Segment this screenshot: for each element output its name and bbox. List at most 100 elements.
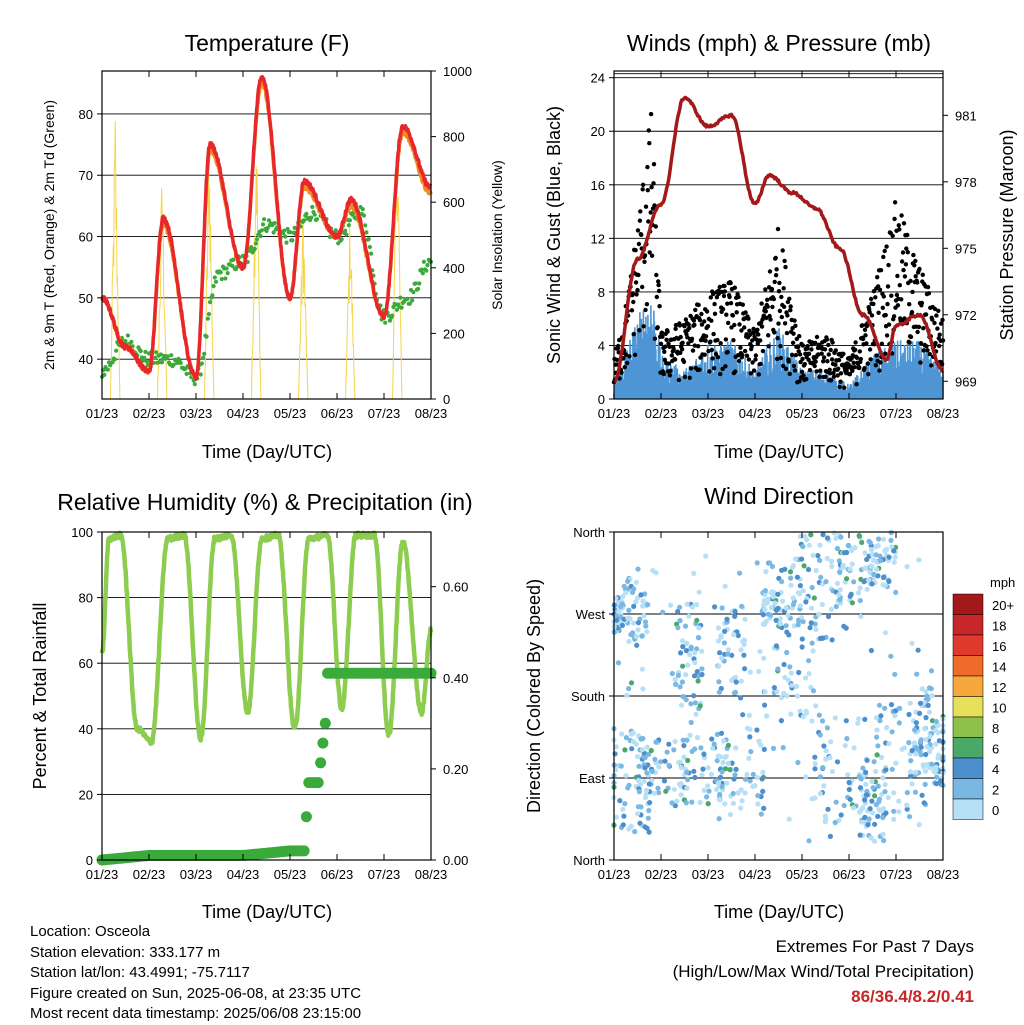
direction-point	[938, 778, 944, 784]
direction-point	[693, 711, 699, 717]
direction-point	[732, 772, 738, 778]
dewpoint-point	[159, 360, 164, 365]
gust-point	[774, 356, 780, 362]
direction-point	[847, 566, 853, 572]
gust-point	[726, 320, 731, 326]
direction-point	[810, 648, 816, 654]
direction-point	[733, 766, 739, 773]
gust-point	[689, 336, 695, 341]
direction-point	[838, 812, 844, 818]
direction-point	[909, 781, 915, 787]
direction-point	[876, 702, 883, 708]
gust-point	[668, 368, 673, 373]
direction-point	[677, 684, 683, 690]
direction-point	[754, 727, 760, 733]
direction-point	[747, 669, 753, 675]
direction-point	[783, 605, 789, 611]
gust-point	[692, 343, 697, 348]
direction-point	[721, 738, 727, 744]
gust-point	[873, 295, 878, 300]
direction-point	[817, 542, 823, 548]
y2-tick-label: 969	[955, 374, 977, 389]
gust-point	[925, 348, 930, 353]
direction-point	[816, 712, 822, 718]
direction-point	[722, 583, 728, 589]
gust-point	[869, 313, 875, 318]
direction-point	[626, 607, 632, 613]
direction-point	[812, 766, 818, 772]
direction-point	[626, 686, 632, 692]
direction-point	[892, 554, 898, 560]
gust-point	[897, 283, 902, 288]
direction-point	[716, 689, 723, 695]
gust-point	[711, 366, 717, 371]
direction-point	[880, 574, 887, 581]
direction-point	[656, 790, 662, 796]
gust-point	[934, 313, 939, 318]
x-tick-label: 05/23	[274, 406, 307, 421]
gust-point	[767, 313, 772, 319]
gust-point	[900, 250, 906, 255]
direction-point	[646, 807, 652, 814]
gust-point	[819, 351, 824, 356]
direction-point	[674, 798, 680, 804]
gust-point	[862, 366, 867, 371]
gust-point	[738, 345, 743, 350]
direction-point	[825, 806, 831, 812]
gust-point	[938, 321, 944, 326]
direction-point	[923, 715, 929, 721]
gust-point	[622, 365, 627, 370]
direction-point	[663, 788, 669, 794]
direction-point	[843, 718, 849, 724]
direction-point	[821, 743, 827, 749]
direction-point	[645, 602, 651, 608]
dewpoint-point	[292, 225, 297, 230]
direction-point	[857, 598, 863, 604]
direction-point	[716, 663, 722, 669]
figure-created: Figure created on Sun, 2025-06-08, at 23…	[30, 984, 362, 1002]
gust-point	[787, 371, 792, 377]
direction-point	[699, 671, 705, 678]
gust-point	[911, 252, 916, 258]
direction-point	[896, 809, 902, 815]
direction-point	[880, 775, 886, 781]
gust-point	[751, 326, 756, 332]
gust-point	[781, 286, 786, 291]
gust-point	[720, 366, 725, 372]
gust-point	[929, 363, 934, 368]
direction-point	[725, 651, 731, 657]
gust-point	[678, 334, 683, 340]
legend-swatch	[952, 798, 984, 820]
gust-point	[883, 312, 888, 318]
gust-point	[619, 370, 624, 375]
humidity-ylabel: Percent & Total Rainfall	[30, 603, 50, 790]
x-tick-label: 05/23	[274, 867, 307, 882]
direction-point	[878, 713, 884, 719]
direction-ylabel: Direction (Colored By Speed)	[524, 579, 544, 813]
direction-point	[636, 763, 642, 769]
direction-point	[886, 741, 892, 747]
gust-point	[631, 299, 636, 305]
gust-point	[672, 357, 678, 362]
direction-point	[891, 548, 897, 554]
direction-ticks: 01/23 02/23 03/23 04/23 05/23 06/23 07/23 08/23…	[571, 525, 959, 882]
gust-point	[702, 319, 707, 324]
gust-point	[744, 353, 750, 358]
direction-point	[810, 552, 816, 559]
dewpoint-point	[218, 270, 223, 275]
gust-point	[796, 344, 801, 350]
dewpoint-point	[206, 312, 211, 317]
direction-point	[730, 800, 737, 807]
gust-point	[895, 273, 900, 279]
direction-point	[829, 563, 835, 570]
direction-point	[755, 801, 761, 807]
direction-point	[823, 579, 829, 585]
dewpoint-point	[424, 268, 429, 273]
direction-point	[869, 778, 875, 785]
gust-point	[666, 361, 672, 366]
legend-swatch	[952, 737, 984, 759]
humidity-series	[96, 530, 437, 866]
gust-point	[907, 302, 912, 307]
direction-point	[762, 606, 768, 613]
gust-point	[684, 331, 689, 337]
